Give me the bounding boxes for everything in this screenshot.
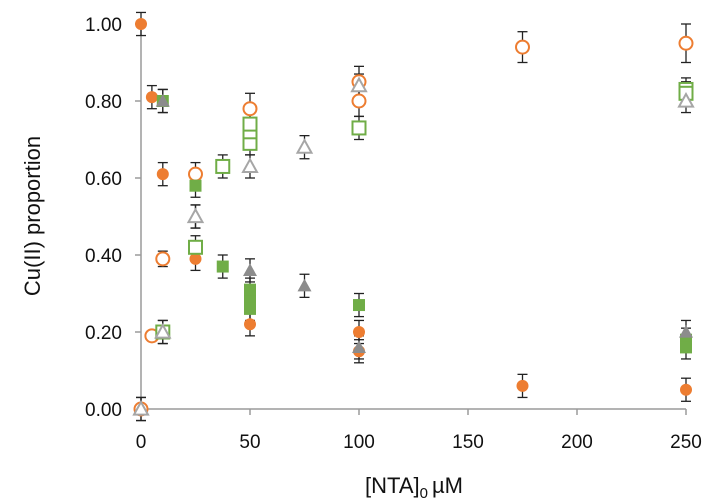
- open-circle-point: [678, 35, 694, 51]
- open-triangle-point: [132, 399, 150, 416]
- open-circle-point: [242, 101, 258, 117]
- y-tick-label: 0.00: [85, 400, 122, 421]
- filled-triangle-point: [297, 278, 312, 292]
- filled-square-point: [680, 341, 692, 354]
- error-bars: [136, 11, 691, 422]
- x-tick-label: 250: [670, 432, 702, 453]
- x-tick-label: 0: [136, 432, 147, 453]
- y-axis-ticks: 0.00 0.20 0.40 0.60 0.80 1.00: [85, 15, 141, 421]
- filled-triangle-point: [155, 94, 170, 107]
- filled-triangle-point: [352, 340, 366, 353]
- open-triangle-point: [677, 91, 695, 108]
- open-triangle-point: [154, 322, 172, 339]
- filled-circle-point: [244, 318, 256, 331]
- filled-triangle-point: [679, 325, 693, 338]
- filled-circle-point: [189, 252, 202, 265]
- filled-square-point: [244, 283, 256, 296]
- filled-circle-point: [516, 379, 529, 392]
- x-tick-label: 150: [452, 432, 484, 453]
- x-tick-label: 50: [239, 432, 260, 453]
- filled-square-point: [216, 260, 229, 273]
- filled-square-point: [353, 299, 365, 312]
- x-axis-title-unit: µM: [432, 473, 463, 498]
- open-triangle-point: [295, 138, 314, 154]
- x-axis-title-subscript: 0: [420, 485, 428, 502]
- filled-circle-point: [156, 168, 169, 181]
- filled-triangle-point: [243, 263, 257, 276]
- y-tick-label: 0.40: [85, 246, 122, 267]
- y-tick-label: 0.20: [85, 323, 122, 344]
- filled-circle-point: [353, 326, 365, 338]
- x-tick-label: 200: [561, 432, 593, 453]
- filled-circle-point: [135, 18, 147, 30]
- x-axis-title: [NTA]0 µM: [365, 473, 463, 502]
- open-square-point: [351, 120, 367, 136]
- open-triangle-point: [350, 76, 368, 93]
- data-points: [132, 18, 695, 417]
- filled-square-point: [244, 302, 256, 315]
- filled-circle-point: [145, 91, 158, 104]
- open-circle-point: [515, 39, 530, 55]
- filled-circle-point: [680, 383, 692, 396]
- open-triangle-point: [186, 207, 205, 224]
- filled-square-point: [189, 179, 202, 192]
- open-circle-point: [351, 93, 367, 109]
- open-square-point: [215, 158, 231, 174]
- y-tick-label: 0.80: [85, 92, 122, 113]
- open-triangle-point: [241, 157, 259, 174]
- axes: [140, 24, 686, 410]
- open-square-point: [188, 239, 203, 255]
- open-circle-point: [188, 166, 203, 182]
- y-tick-label: 0.60: [85, 169, 122, 190]
- x-tick-label: 100: [343, 432, 375, 453]
- open-circle-point: [155, 251, 171, 267]
- x-axis-title-main: [NTA]: [365, 473, 420, 498]
- x-axis-ticks: 0 50 100 150 200 250: [136, 409, 702, 453]
- y-axis-title: Cu(II) proportion: [20, 136, 45, 296]
- y-tick-label: 1.00: [85, 15, 122, 36]
- open-square-point: [242, 116, 258, 132]
